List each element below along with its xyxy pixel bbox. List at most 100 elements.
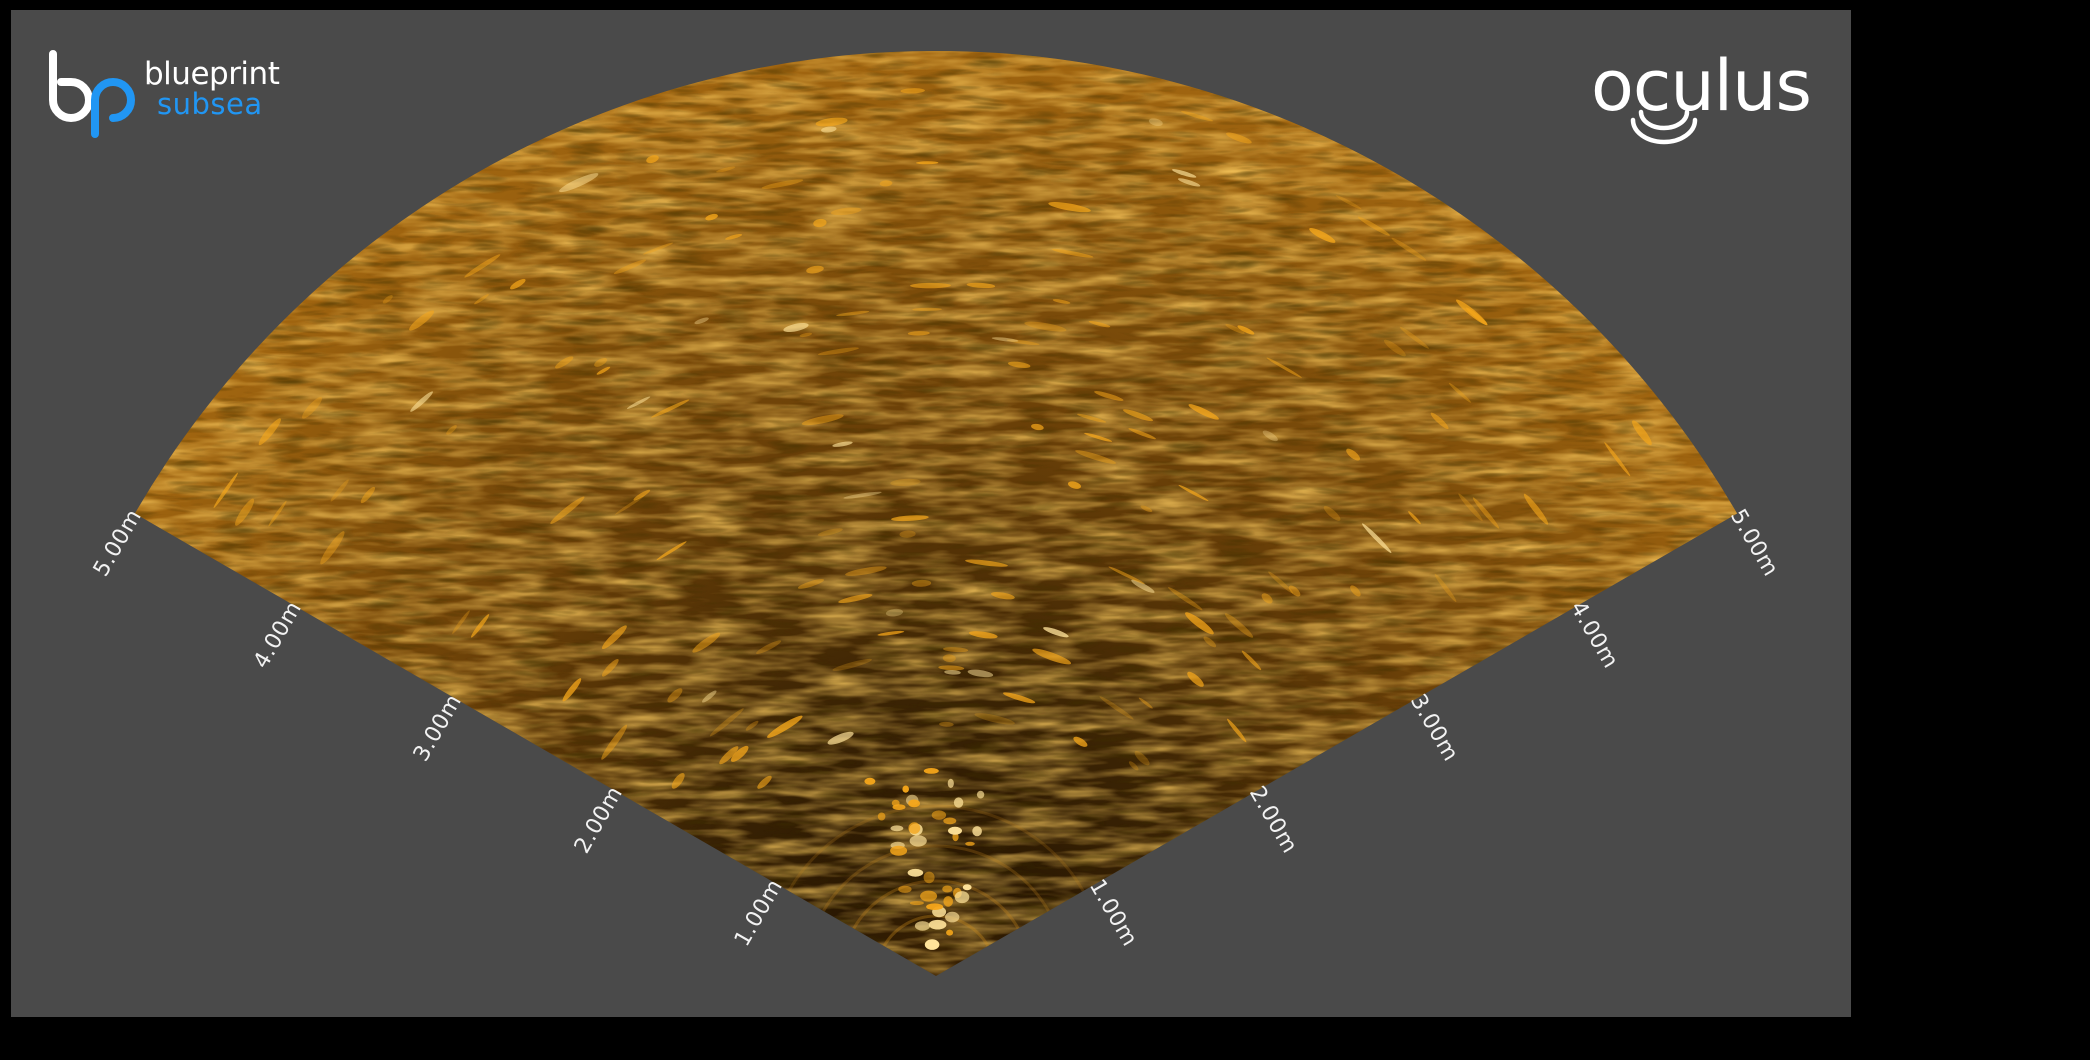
sonar-return [642,242,674,255]
sonar-return [1288,585,1301,597]
sonar-return [601,625,627,650]
sonar-return [797,579,825,589]
sonar-return [864,777,876,785]
sonar-return [510,278,526,290]
sonar-return [716,166,736,173]
sonar-viewer[interactable]: 1.00m 2.00m 3.00m 4.00m 5.00m 1.00m 2.00m 3.00m… [11,10,1851,1017]
sonar-return [464,254,501,278]
sonar-return [1187,671,1204,687]
sonar-return [827,731,854,745]
sonar-return [1262,430,1278,442]
sonar-return [1007,361,1031,368]
sonar-return [877,812,886,821]
sonar-return [1323,506,1341,521]
sonar-return [1067,481,1082,489]
sonar-return [907,331,930,336]
sonar-return [885,608,904,617]
sonar-return [943,647,969,653]
sonar-return [916,161,939,165]
sonar-return [928,919,947,930]
sonar-return [626,396,651,409]
sonar-return [1099,696,1134,720]
sonar-return [757,775,772,789]
sonar-return [1226,132,1252,144]
sonar-return [1224,613,1254,638]
sonar-return [258,418,281,446]
sonar-return [907,868,924,877]
sonar-return [948,826,962,835]
sonar-return [1399,326,1429,349]
sonar-return [656,541,687,561]
sonar-return [1362,523,1392,553]
sonar-waves-icon [1630,109,1698,145]
sonar-return [409,310,435,331]
sonar-return [709,708,744,737]
sonar-return [692,632,721,653]
sonar-return [923,871,935,884]
sonar-return [562,678,582,702]
sonar-return [1466,307,1488,326]
sonar-return [1088,320,1111,328]
sonar-return [596,366,611,375]
sonar-return [694,317,709,325]
logo-word-blueprint: blueprint [144,56,280,92]
sonar-return [719,746,739,765]
sonar-return [1077,413,1107,423]
sonar-return [832,658,873,671]
sonar-return [1134,751,1150,766]
sonar-return [945,911,960,923]
sonar-return [725,234,743,240]
sonar-return [783,322,809,333]
sonar-return [615,495,645,515]
sonar-return [806,265,824,274]
sonar-return [1181,110,1213,122]
sonar-return [962,884,972,891]
sonar-return [947,778,954,789]
sonar-return [410,391,433,412]
sonar-return [1604,442,1631,477]
sonar-return [1148,118,1163,127]
sonar-return [1138,697,1153,709]
sonar-return [902,785,909,793]
logo-word-oculus: oculus [1591,45,1812,127]
sonar-return [1266,357,1302,378]
sonar-return [555,356,574,369]
sonar-return [976,790,985,799]
sonar-return [1075,450,1117,464]
sonar-return [836,310,870,317]
sonar-return [1408,511,1421,525]
sonar-return [1448,382,1471,403]
sonar-return [702,690,717,703]
blueprint-subsea-logo: blueprint subsea [49,48,280,138]
sonar-return [1002,692,1036,704]
sonar-return [967,669,994,678]
sonar-return [1172,169,1197,178]
sonar-return [832,441,853,447]
sonar-return [1131,579,1155,593]
sonar-return [601,724,628,760]
sonar-return [890,478,921,487]
sonar-return [914,921,931,931]
sonar-return [890,825,904,832]
sonar-return [1237,325,1255,335]
sonar-return [991,337,1019,342]
sonar-return [899,530,916,538]
sonar-return [1052,299,1071,304]
sonar-return [1177,178,1201,187]
sonar-return [920,890,938,902]
sonar-fan-image[interactable] [11,10,1851,1017]
sonar-return [1241,650,1262,671]
sonar-return [474,294,489,305]
sonar-return [745,720,759,731]
sonar-return [1391,237,1427,261]
sonar-return [601,659,619,677]
near-field-ring [787,804,1085,892]
sonar-return [931,810,947,820]
sonar-return [1203,636,1217,648]
sonar-return [953,797,964,808]
sonar-return [817,347,859,356]
sonar-return [730,745,749,762]
sonar-return [452,610,470,634]
sonar-return [1128,428,1156,440]
sonar-return [1043,627,1069,638]
